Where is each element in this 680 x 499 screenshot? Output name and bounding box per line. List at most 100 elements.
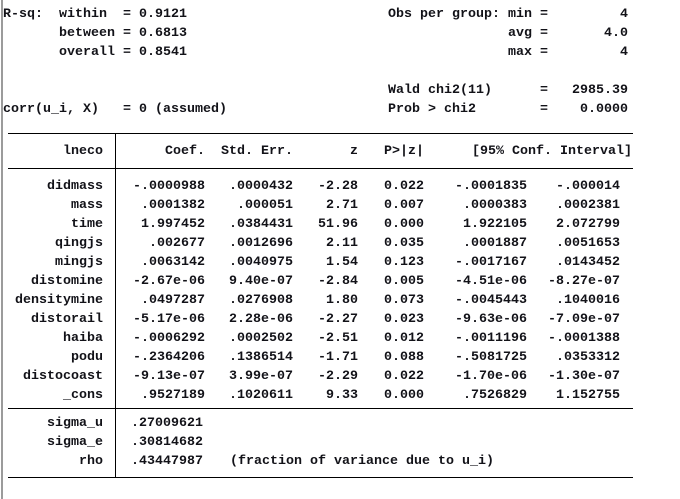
cell-ci-low: -4.51e-06 — [455, 274, 527, 289]
table-row: distorail -5.17e-06 2.28e-06 -2.27 0.023… — [8, 310, 620, 329]
rsq-within-line: R-sq: within = 0.9121 — [3, 7, 187, 22]
cell-z: 1.80 — [326, 293, 358, 308]
blank-line — [388, 62, 628, 81]
cell-se: .0002502 — [229, 331, 293, 346]
cell-ci-low: -.0017167 — [455, 255, 527, 270]
cell-var: qingjs — [55, 236, 103, 251]
table-row: mass .0001382 .000051 2.71 0.007 .000038… — [8, 196, 620, 215]
cell-z: 9.33 — [326, 388, 358, 403]
cell-p: 0.022 — [384, 179, 424, 194]
cell-z: 2.71 — [326, 198, 358, 213]
table-row: qingjs .002677 .0012696 2.11 0.035 .0001… — [8, 234, 620, 253]
cell-p: 0.035 — [384, 236, 424, 251]
rsq-overall-line: overall = 0.8541 — [3, 45, 187, 60]
cell-p: 0.005 — [384, 274, 424, 289]
cell-z: -2.84 — [318, 274, 358, 289]
variance-row: rho .43447987 (fraction of variance due … — [8, 452, 494, 471]
cell-ci-low: -.5081725 — [455, 350, 527, 365]
cell-coef: .9527189 — [141, 388, 205, 403]
cell-p: 0.088 — [384, 350, 424, 365]
cell-p: 0.000 — [384, 217, 424, 232]
cell-p: 0.007 — [384, 198, 424, 213]
cell-value: .30814682 — [131, 435, 203, 450]
table-row: _cons .9527189 .1020611 9.33 0.000 .7526… — [8, 386, 620, 405]
cell-var: mingjs — [55, 255, 103, 270]
cell-p: 0.000 — [384, 388, 424, 403]
col-header-ci: [95% Conf. Interval] — [472, 144, 632, 159]
col-header-coef: Coef. — [165, 144, 205, 159]
cell-var: sigma_e — [47, 435, 103, 450]
cell-z: -2.29 — [318, 369, 358, 384]
cell-var: rho — [79, 454, 103, 469]
rsq-between-line: between = 0.6813 — [3, 26, 187, 41]
cell-se: .0000432 — [229, 179, 293, 194]
cell-ci-high: -7.09e-07 — [548, 312, 620, 327]
sample-test-stats: Obs per group: min = 4 avg = 4.0 max = 4… — [388, 5, 628, 119]
cell-p: 0.073 — [384, 293, 424, 308]
table-header-rule — [8, 168, 633, 169]
cell-p: 0.023 — [384, 312, 424, 327]
cell-coef: -.2364206 — [133, 350, 205, 365]
cell-z: -1.71 — [318, 350, 358, 365]
cell-var: distorail — [31, 312, 103, 327]
cell-coef: -5.17e-06 — [133, 312, 205, 327]
cell-ci-high: .0143452 — [556, 255, 620, 270]
table-row: densitymine .0497287 .0276908 1.80 0.073… — [8, 291, 620, 310]
cell-ci-high: -8.27e-07 — [548, 274, 620, 289]
cell-z: -2.27 — [318, 312, 358, 327]
cell-value: .27009621 — [131, 416, 203, 431]
cell-p: 0.123 — [384, 255, 424, 270]
cell-z: 2.11 — [326, 236, 358, 251]
obs-per-group-avg-line: avg = 4.0 — [388, 26, 628, 41]
cell-var: time — [71, 217, 103, 232]
cell-ci-low: -.0011196 — [455, 331, 527, 346]
cell-ci-high: .0051653 — [556, 236, 620, 251]
depvar-label: lneco — [63, 144, 103, 159]
cell-var: podu — [71, 350, 103, 365]
cell-ci-high: 2.072799 — [556, 217, 620, 232]
cell-var: distocoast — [23, 369, 103, 384]
cell-se: .0384431 — [229, 217, 293, 232]
cell-se: .1386514 — [229, 350, 293, 365]
obs-per-group-min-line: Obs per group: min = 4 — [388, 7, 628, 22]
variance-row: sigma_e .30814682 — [8, 433, 230, 452]
cell-ci-low: .0001887 — [463, 236, 527, 251]
cell-ci-low: -.0045443 — [455, 293, 527, 308]
cell-coef: .0001382 — [141, 198, 205, 213]
cell-ci-low: .7526829 — [463, 388, 527, 403]
cell-p: 0.022 — [384, 369, 424, 384]
cell-ci-high: .0002381 — [556, 198, 620, 213]
cell-se: .0012696 — [229, 236, 293, 251]
cell-coef: .002677 — [149, 236, 205, 251]
cell-var: didmass — [47, 179, 103, 194]
cell-coef: -2.67e-06 — [133, 274, 205, 289]
table-row: haiba -.0006292 .0002502 -2.51 0.012 -.0… — [8, 329, 620, 348]
cell-var: haiba — [63, 331, 103, 346]
table-column-divider — [115, 133, 116, 477]
cell-z: -2.28 — [318, 179, 358, 194]
cell-ci-low: -1.70e-06 — [455, 369, 527, 384]
cell-se: 3.99e-07 — [229, 369, 293, 384]
cell-var: sigma_u — [47, 416, 103, 431]
window-left-edge — [1, 0, 3, 499]
cell-se: 2.28e-06 — [229, 312, 293, 327]
cell-coef: -.0000988 — [133, 179, 205, 194]
prob-chi2-line: Prob > chi2 = 0.0000 — [388, 102, 628, 117]
table-bottom-rule — [8, 477, 633, 478]
cell-coef: 1.997452 — [141, 217, 205, 232]
cell-ci-low: .0000383 — [463, 198, 527, 213]
cell-var: distomine — [31, 274, 103, 289]
cell-se: .000051 — [237, 198, 293, 213]
cell-var: mass — [71, 198, 103, 213]
obs-per-group-max-line: max = 4 — [388, 45, 628, 60]
table-row: mingjs .0063142 .0040975 1.54 0.123 -.00… — [8, 253, 620, 272]
cell-z: 51.96 — [318, 217, 358, 232]
cell-ci-high: 1.152755 — [556, 388, 620, 403]
table-header-row: lneco Coef. Std. Err. z P>|z| [95% Conf.… — [8, 142, 632, 161]
cell-ci-high: -.0001388 — [548, 331, 620, 346]
col-header-pvalue: P>|z| — [384, 144, 424, 159]
cell-note: (fraction of variance due to u_i) — [230, 454, 494, 469]
wald-chi2-line: Wald chi2(11) = 2985.39 — [388, 83, 628, 98]
cell-ci-high: -1.30e-07 — [548, 369, 620, 384]
